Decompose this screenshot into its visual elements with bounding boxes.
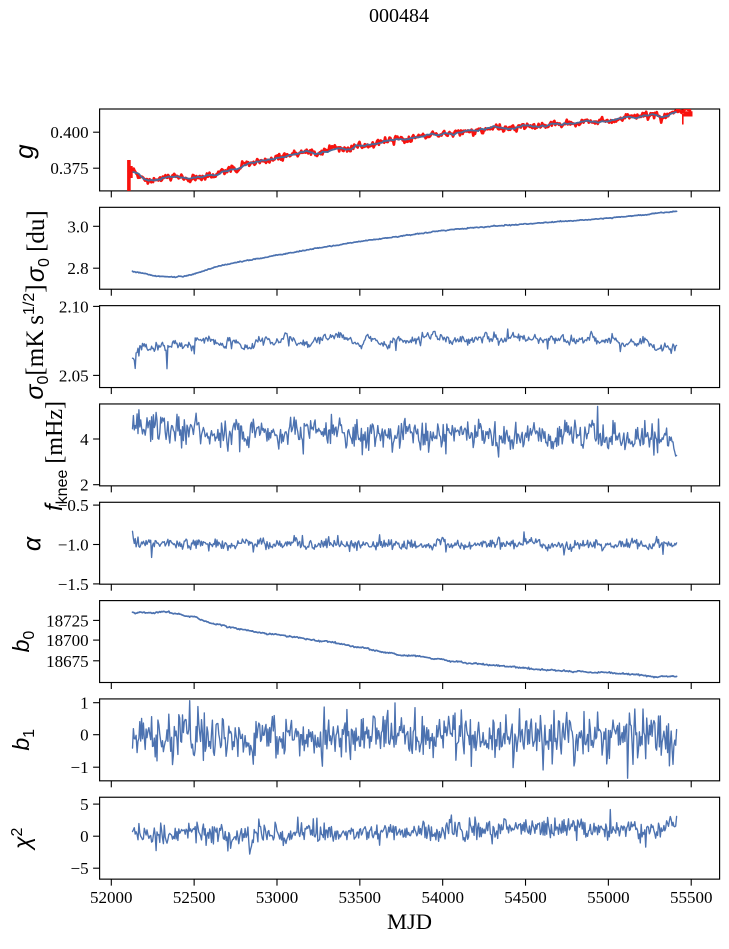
svg-text:2.10: 2.10 (59, 297, 89, 316)
svg-text:0: 0 (80, 726, 89, 745)
svg-text:54000: 54000 (421, 888, 464, 907)
svg-text:5: 5 (80, 795, 89, 814)
svg-text:0.375: 0.375 (50, 159, 88, 178)
svg-text:53500: 53500 (339, 888, 382, 907)
svg-text:3.0: 3.0 (67, 217, 88, 236)
svg-text:−0.5: −0.5 (58, 496, 89, 515)
svg-text:55000: 55000 (587, 888, 630, 907)
svg-text:b1​: b1​ (8, 729, 38, 751)
svg-text:α: α (19, 536, 47, 551)
svg-text:2.05: 2.05 (59, 366, 89, 385)
svg-text:σ0​ [du]: σ0​ [du] (22, 210, 53, 282)
svg-text:4: 4 (80, 430, 89, 449)
svg-text:000484: 000484 (369, 5, 429, 27)
svg-text:−1.0: −1.0 (58, 536, 89, 555)
svg-text:52000: 52000 (90, 888, 133, 907)
svg-text:52500: 52500 (173, 888, 216, 907)
svg-text:0.400: 0.400 (50, 123, 88, 142)
svg-text:1: 1 (80, 694, 89, 713)
svg-text:g: g (9, 144, 39, 159)
svg-text:53000: 53000 (256, 888, 299, 907)
svg-text:−1.5: −1.5 (58, 575, 89, 594)
svg-text:−1: −1 (71, 758, 89, 777)
svg-text:2: 2 (80, 476, 89, 495)
svg-text:−5: −5 (71, 859, 89, 878)
svg-text:b0​: b0​ (8, 631, 38, 653)
svg-text:55500: 55500 (670, 888, 713, 907)
svg-text:18725: 18725 (46, 611, 89, 630)
svg-text:18700: 18700 (46, 631, 89, 650)
svg-text:χ2​: χ2​ (9, 827, 35, 851)
svg-text:18675: 18675 (46, 652, 89, 671)
svg-text:54500: 54500 (504, 888, 547, 907)
svg-text:0: 0 (80, 827, 89, 846)
svg-text:2.8: 2.8 (67, 259, 88, 278)
svg-text:MJD: MJD (387, 909, 432, 934)
